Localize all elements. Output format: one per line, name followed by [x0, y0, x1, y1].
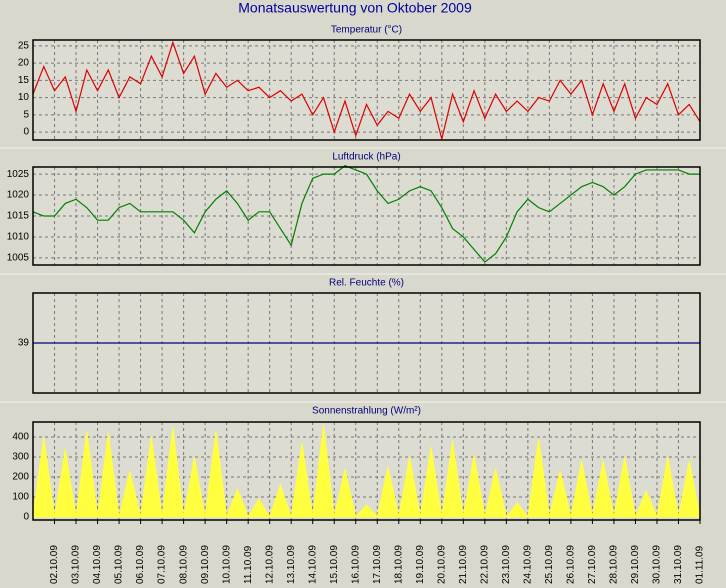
panel-title: Rel. Feuchte (%)	[329, 278, 404, 289]
y-tick-label: 200	[12, 472, 29, 483]
x-tick-label: 14.10.09	[307, 545, 318, 584]
x-tick-label: 24.10.09	[523, 545, 534, 584]
x-tick-label: 05.10.09	[114, 545, 125, 584]
x-tick-label: 27.10.09	[587, 545, 598, 584]
x-tick-label: 13.10.09	[286, 545, 297, 584]
x-tick-label: 28.10.09	[609, 545, 620, 584]
x-tick-label: 21.10.09	[458, 545, 469, 584]
y-tick-label: 20	[18, 58, 30, 69]
y-tick-label: 0	[23, 512, 29, 523]
y-tick-label: 1010	[7, 232, 30, 243]
x-tick-label: 30.10.09	[652, 545, 663, 584]
line	[32, 165, 700, 263]
panel-title: Luftdruck (hPa)	[332, 152, 400, 163]
x-tick-label: 04.10.09	[92, 545, 103, 584]
x-tick-label: 08.10.09	[178, 545, 189, 584]
y-tick-label: 100	[12, 492, 29, 503]
panel-title: Temperatur (°C)	[331, 25, 402, 36]
x-tick-label: 16.10.09	[350, 545, 361, 584]
plot-frame	[32, 292, 701, 394]
x-tick-label: 25.10.09	[544, 545, 555, 584]
y-tick-label: 300	[12, 452, 29, 463]
plot-frame	[32, 39, 701, 141]
x-tick-label: 09.10.09	[200, 545, 211, 584]
plot-frame	[32, 166, 701, 266]
y-tick-label: 0	[23, 127, 29, 138]
plot-frame	[32, 421, 701, 521]
x-tick-label: 06.10.09	[135, 545, 146, 584]
main-title: Monatsauswertung von Oktober 2009	[238, 0, 472, 16]
plot-area	[33, 40, 700, 140]
line	[32, 40, 701, 140]
x-tick-label: 12.10.09	[264, 545, 275, 584]
x-tick-label: 15.10.09	[329, 545, 340, 584]
x-tick-label: 17.10.09	[372, 545, 383, 584]
x-tick-label: 20.10.09	[436, 545, 447, 584]
y-tick-label: 25	[18, 41, 30, 52]
x-tick-label: 18.10.09	[393, 545, 404, 584]
x-tick-label: 07.10.09	[157, 545, 168, 584]
y-tick-label: 10	[18, 92, 30, 103]
x-tick-label: 03.10.09	[71, 545, 82, 584]
y-tick-label: 1015	[7, 211, 30, 222]
x-tick-label: 19.10.09	[415, 545, 426, 584]
x-tick-label: 11.10.09	[243, 545, 254, 584]
y-tick-label: 1025	[7, 169, 30, 180]
x-tick-label: 23.10.09	[501, 545, 512, 584]
x-tick-label: 01.11.09	[695, 545, 706, 584]
x-tick-label: 10.10.09	[221, 545, 232, 584]
y-tick-label: 5	[23, 109, 29, 120]
x-tick-label: 26.10.09	[566, 545, 577, 584]
y-tick-label: 15	[18, 75, 30, 86]
area	[32, 424, 701, 519]
y-tick-label: 1005	[7, 253, 30, 264]
x-tick-label: 29.10.09	[630, 545, 641, 584]
panel-title: Sonnenstrahlung (W/m²)	[312, 406, 421, 417]
y-tick-label: 1020	[7, 190, 30, 201]
x-tick-label: 31.10.09	[673, 545, 684, 584]
y-tick-label: 400	[12, 432, 29, 443]
x-tick-label: 02.10.09	[49, 545, 60, 584]
x-tick-label: 22.10.09	[479, 545, 490, 584]
y-tick-label: 39	[18, 338, 30, 349]
